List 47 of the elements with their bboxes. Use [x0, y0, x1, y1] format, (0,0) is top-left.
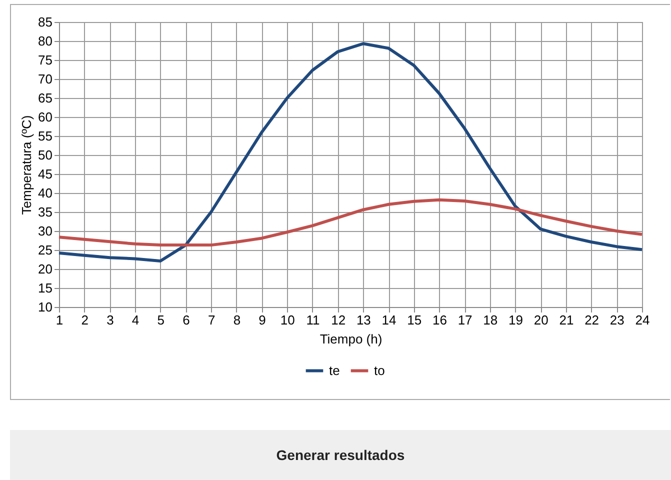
y-tick-label: 55: [38, 128, 52, 144]
y-tick-label: 85: [38, 14, 52, 30]
y-tick-label: 10: [38, 300, 52, 314]
x-tick-label: 20: [534, 312, 548, 328]
x-tick-label: 24: [635, 312, 650, 328]
line-series: [58, 42, 644, 263]
x-tick-label: 17: [458, 312, 472, 328]
legend-label: to: [374, 362, 385, 378]
x-axis-title: Tiempo (h): [320, 332, 382, 346]
x-tick-label: 19: [508, 312, 523, 328]
x-tick-label: 12: [331, 312, 346, 328]
y-tick-label: 30: [38, 224, 52, 238]
y-tick-label: 15: [38, 280, 52, 296]
y-tick-label: 65: [38, 90, 52, 106]
y-tick-label: 50: [38, 148, 52, 162]
y-tick-label: 75: [38, 52, 52, 68]
x-tick-label: 22: [584, 312, 600, 328]
y-tick-label: 20: [38, 262, 52, 276]
y-tick-label: 80: [38, 34, 52, 48]
y-tick-label: 60: [38, 110, 52, 124]
x-tick-label: 7: [208, 312, 216, 328]
y-axis-title: Temperatura (ºC): [19, 115, 34, 215]
x-tick-label: 5: [157, 312, 165, 328]
y-tick-label: 45: [38, 166, 52, 182]
x-tick-label: 3: [106, 312, 114, 328]
x-tick-label: 10: [280, 312, 295, 328]
x-tick-label: 23: [610, 312, 624, 328]
x-tick-label: 14: [382, 312, 396, 328]
button: Generar resultados: [10, 430, 671, 480]
y-tick-label: 25: [38, 242, 52, 258]
x-tick-label: 1: [56, 312, 64, 328]
x-tick-label: 13: [356, 312, 371, 328]
line-series: [58, 198, 644, 247]
x-tick-label: 15: [407, 312, 422, 328]
x-tick-label: 8: [233, 312, 241, 328]
y-tick-label: 35: [38, 204, 52, 220]
legend-label: te: [329, 362, 340, 378]
x-tick-label: 18: [483, 312, 498, 328]
x-tick-label: 9: [258, 312, 266, 328]
y-tick-label: 40: [38, 186, 52, 200]
x-tick-label: 6: [182, 312, 190, 328]
x-tick-label: 16: [432, 312, 447, 328]
x-tick-label: 11: [306, 312, 320, 328]
x-tick-label: 21: [559, 312, 574, 328]
y-tick-label: 70: [38, 72, 52, 86]
x-tick-label: 2: [81, 312, 88, 328]
x-tick-label: 4: [132, 312, 140, 328]
